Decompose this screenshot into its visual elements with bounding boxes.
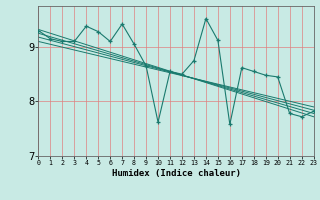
X-axis label: Humidex (Indice chaleur): Humidex (Indice chaleur) — [111, 169, 241, 178]
